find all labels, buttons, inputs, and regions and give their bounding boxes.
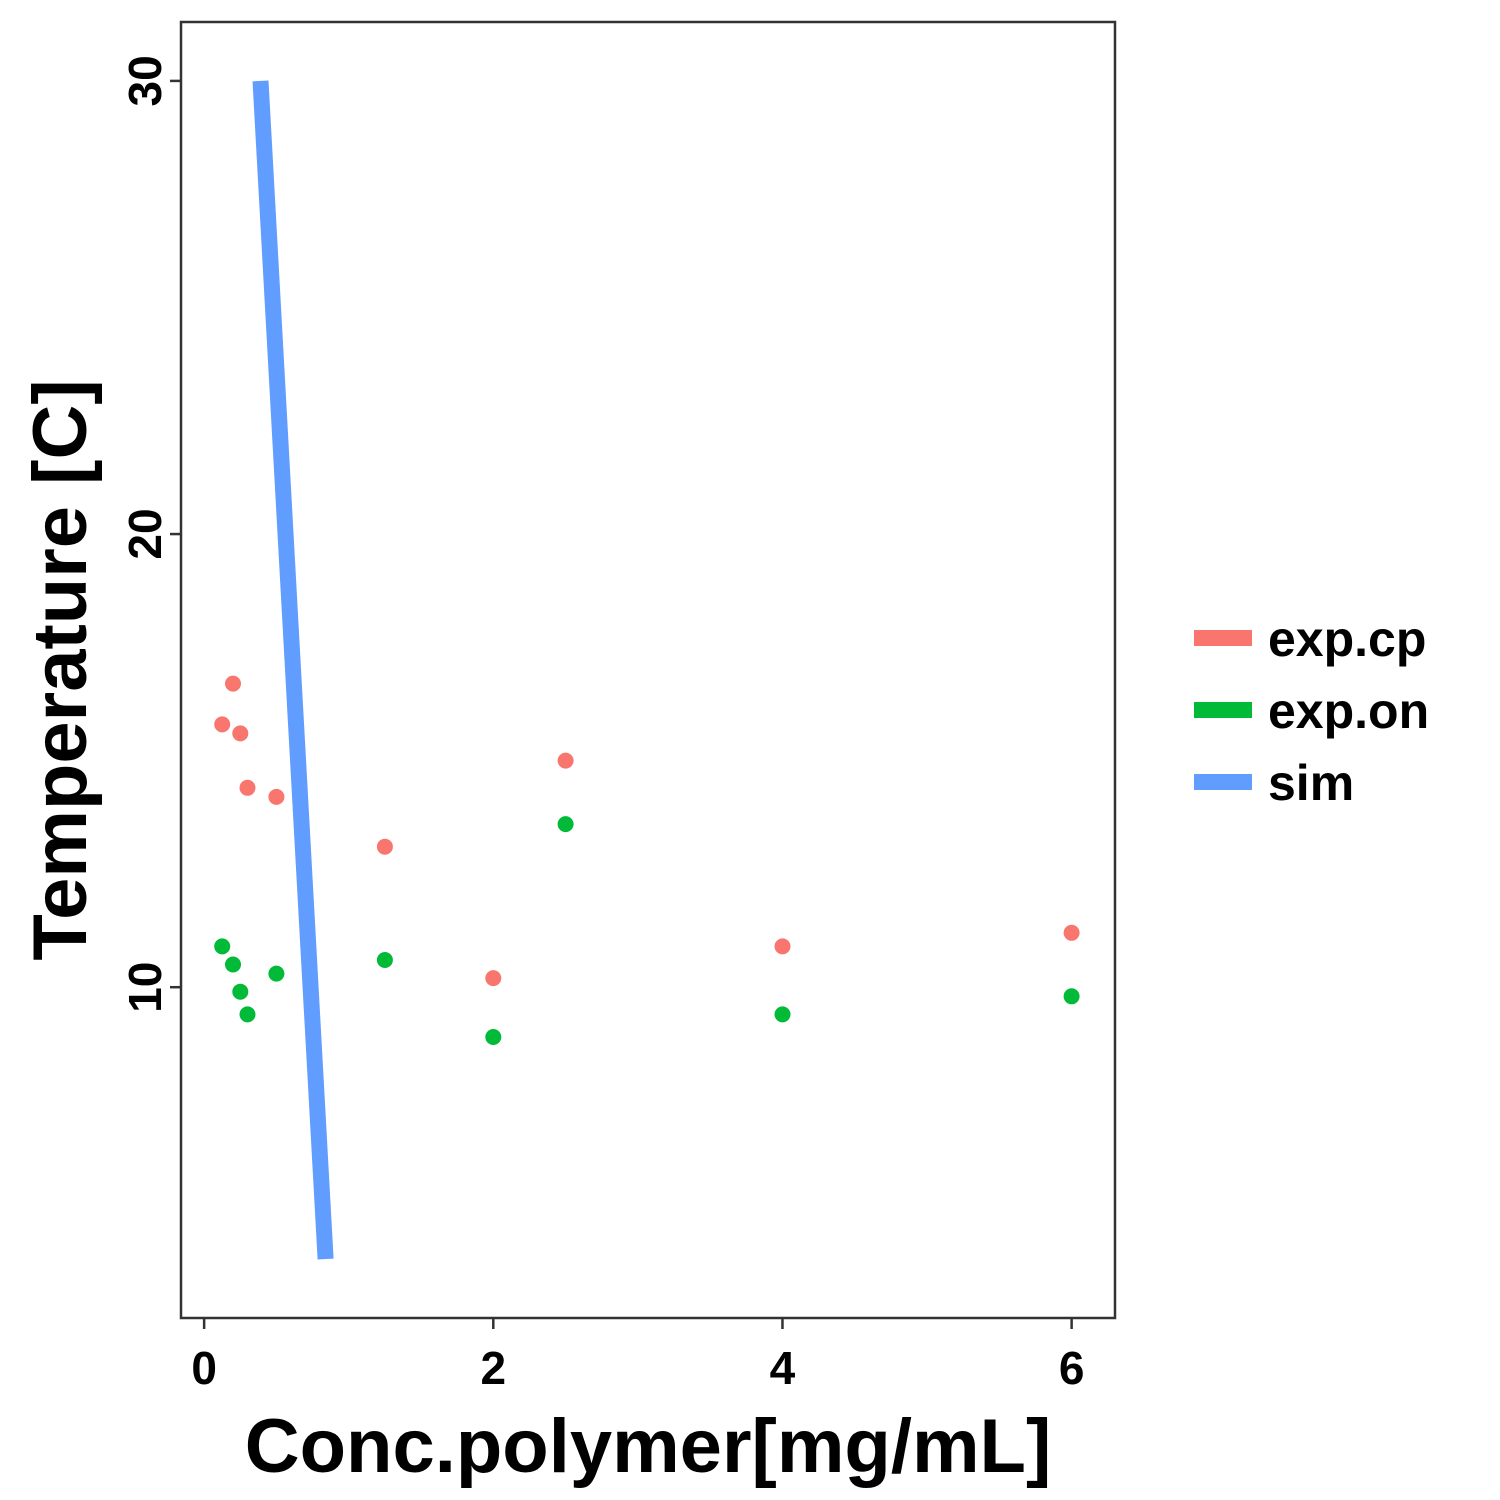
data-point-exp-cp-3 [239, 779, 256, 796]
x-tick-label-2: 4 [770, 1342, 796, 1394]
series-sim [252, 80, 334, 1260]
data-point-exp-cp-2 [232, 725, 249, 742]
data-point-exp-on-0 [214, 938, 231, 955]
legend: exp.cp exp.on sim [1194, 611, 1429, 811]
data-point-exp-cp-9 [1063, 924, 1080, 941]
series-exp-cp [214, 675, 1080, 987]
y-axis: 10 20 30 [119, 55, 181, 1013]
data-point-exp-on-8 [774, 1006, 791, 1023]
data-point-exp-cp-1 [225, 675, 241, 692]
series-line-sim [252, 80, 334, 1260]
y-axis-title: Temperature [C] [18, 379, 103, 960]
series-exp-on [214, 816, 1080, 1045]
legend-label-sim: sim [1268, 755, 1354, 811]
x-axis-title: Conc.polymer[mg/mL] [245, 1404, 1052, 1489]
legend-item-exp-on: exp.on [1194, 683, 1429, 739]
data-point-exp-cp-8 [774, 938, 791, 955]
series-layer [214, 80, 1080, 1260]
legend-label-exp-cp: exp.cp [1268, 611, 1426, 667]
legend-label-exp-on: exp.on [1268, 683, 1429, 739]
data-point-exp-cp-0 [214, 716, 231, 733]
plot-border [179, 20, 1117, 1320]
x-axis: 0 2 4 6 [191, 1318, 1084, 1394]
data-point-exp-on-7 [557, 816, 574, 833]
legend-item-exp-cp: exp.cp [1194, 611, 1426, 667]
data-point-exp-on-9 [1063, 988, 1080, 1005]
data-point-exp-on-5 [376, 952, 393, 968]
y-tick-label-0: 10 [119, 962, 171, 1013]
data-point-exp-cp-7 [557, 752, 574, 769]
data-point-exp-on-1 [225, 956, 241, 973]
y-tick-label-2: 30 [119, 55, 171, 106]
x-tick-label-1: 2 [481, 1342, 507, 1394]
data-point-exp-on-3 [239, 1006, 256, 1023]
x-tick-label-0: 0 [191, 1342, 217, 1394]
data-point-exp-on-2 [232, 983, 249, 1000]
data-point-exp-cp-6 [485, 970, 502, 987]
legend-item-sim: sim [1194, 755, 1354, 811]
data-point-exp-cp-4 [268, 788, 285, 805]
data-point-exp-cp-5 [376, 838, 393, 855]
plot-area [179, 20, 1117, 1320]
data-point-exp-on-6 [485, 1029, 502, 1045]
y-tick-label-1: 20 [119, 508, 171, 559]
data-point-exp-on-4 [268, 965, 285, 982]
x-tick-label-3: 6 [1059, 1342, 1085, 1394]
